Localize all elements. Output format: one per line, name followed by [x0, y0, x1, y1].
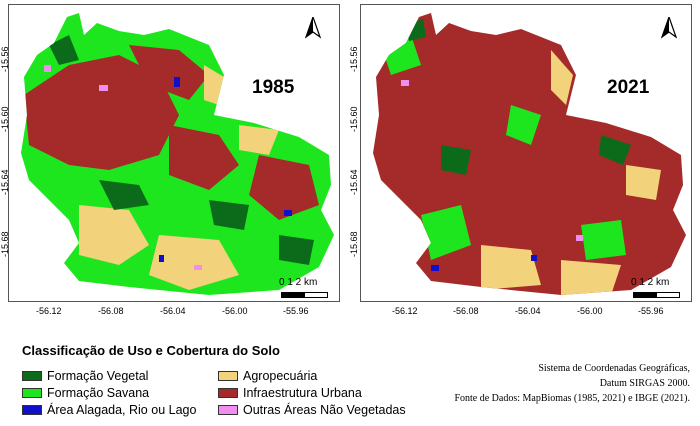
scale-bar: 0 1 2 km — [631, 277, 687, 301]
y-tick-label: -15.64 — [349, 169, 359, 195]
legend-label: Agropecuária — [243, 369, 318, 383]
scale-bar: 0 1 2 km — [279, 277, 335, 301]
y-tick-label: -15.56 — [0, 46, 10, 72]
legend-swatch — [22, 405, 42, 415]
x-tick-label: -55.96 — [638, 306, 664, 316]
y-tick-label: -15.64 — [0, 169, 10, 195]
map-panel-2021: 2021 0 1 2 km — [360, 4, 692, 302]
map-year-label: 1985 — [252, 77, 295, 98]
x-tick-label: -56.04 — [160, 306, 186, 316]
x-tick-label: -55.96 — [283, 306, 309, 316]
map-1985 — [21, 13, 334, 295]
y-tick-label: -15.68 — [0, 231, 10, 257]
legend-title: Classificação de Uso e Cobertura do Solo — [22, 343, 280, 358]
y-tick-label: -15.60 — [349, 106, 359, 132]
source-note: Sistema de Coordenadas Geográficas, Datu… — [454, 361, 690, 406]
legend-item: Agropecuária — [218, 369, 317, 383]
scale-bar-label: 0 1 2 km — [631, 277, 670, 288]
legend-swatch — [218, 371, 238, 381]
legend-label: Formação Savana — [47, 386, 150, 400]
x-tick-label: -56.00 — [577, 306, 603, 316]
y-tick-label: -15.56 — [349, 46, 359, 72]
y-tick-label: -15.68 — [349, 231, 359, 257]
legend-swatch — [22, 388, 42, 398]
legend-swatch — [22, 371, 42, 381]
legend-label: Área Alagada, Rio ou Lago — [47, 403, 197, 417]
x-tick-label: -56.00 — [222, 306, 248, 316]
legend-item: Formação Savana — [22, 386, 149, 400]
x-tick-label: -56.04 — [515, 306, 541, 316]
y-tick-label: -15.60 — [0, 106, 10, 132]
legend-swatch — [218, 388, 238, 398]
north-arrow-icon — [305, 17, 321, 39]
legend-item: Área Alagada, Rio ou Lago — [22, 403, 196, 417]
map-2021 — [373, 13, 686, 295]
x-tick-label: -56.12 — [36, 306, 62, 316]
source-line: Datum SIRGAS 2000. — [599, 378, 690, 389]
source-line: Fonte de Dados: MapBiomas (1985, 2021) e… — [454, 393, 690, 404]
legend-item: Formação Vegetal — [22, 369, 148, 383]
source-line: Sistema de Coordenadas Geográficas, — [538, 363, 690, 374]
north-arrow-icon — [661, 17, 677, 39]
legend-item: Infraestrutura Urbana — [218, 386, 362, 400]
legend-label: Formação Vegetal — [47, 369, 149, 383]
map-year-label: 2021 — [607, 77, 650, 98]
x-tick-label: -56.08 — [453, 306, 479, 316]
legend-item: Outras Áreas Não Vegetadas — [218, 403, 406, 417]
legend-label: Infraestrutura Urbana — [243, 386, 362, 400]
x-tick-label: -56.12 — [392, 306, 418, 316]
legend-swatch — [218, 405, 238, 415]
x-tick-label: -56.08 — [98, 306, 124, 316]
map-panel-1985: 1985 0 1 2 km — [8, 4, 340, 302]
scale-bar-label: 0 1 2 km — [279, 277, 318, 288]
legend-label: Outras Áreas Não Vegetadas — [243, 403, 406, 417]
